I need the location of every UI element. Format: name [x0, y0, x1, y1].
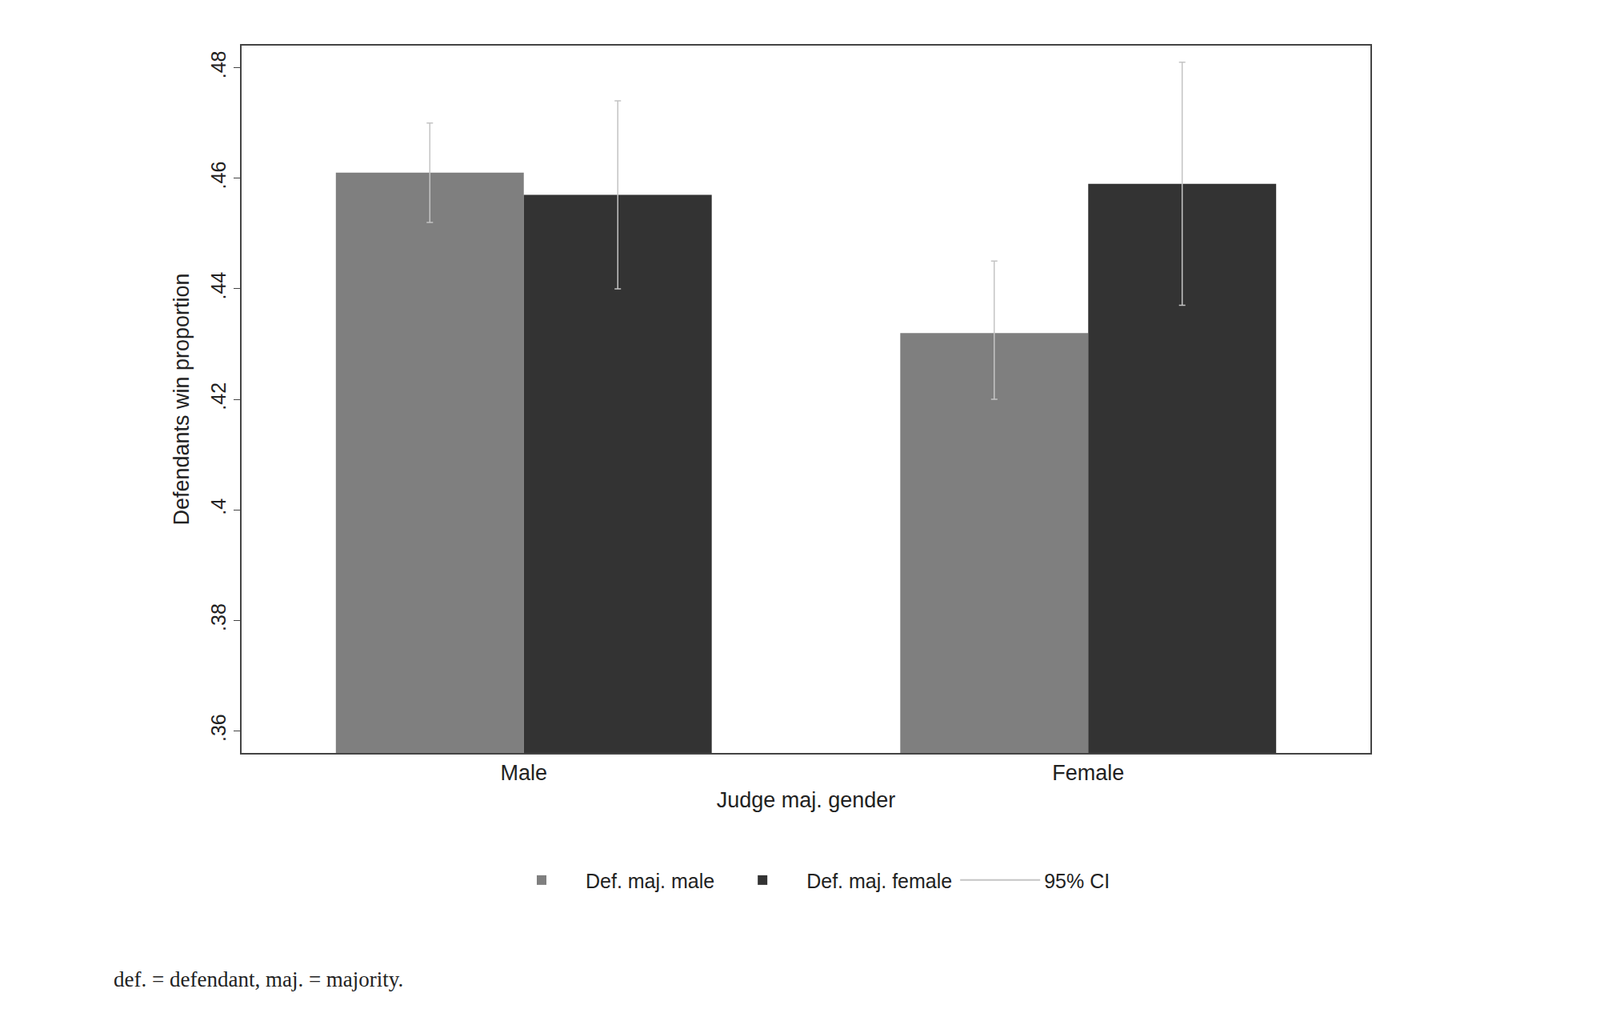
- svg-text:.48: .48: [207, 50, 230, 79]
- svg-text:def. = defendant, maj. = major: def. = defendant, maj. = majority.: [113, 967, 404, 992]
- svg-text:Def. maj. male: Def. maj. male: [585, 869, 715, 892]
- svg-text:.46: .46: [207, 161, 230, 190]
- svg-text:.38: .38: [207, 603, 230, 632]
- svg-text:.4: .4: [207, 498, 230, 516]
- svg-text:Defendants win proportion: Defendants win proportion: [169, 272, 194, 525]
- svg-text:.44: .44: [207, 272, 230, 300]
- svg-text:.36: .36: [207, 713, 230, 742]
- svg-text:Judge maj. gender: Judge maj. gender: [716, 788, 896, 812]
- svg-text:Def. maj. female: Def. maj. female: [806, 869, 952, 892]
- svg-text:95% CI: 95% CI: [1044, 869, 1110, 892]
- svg-text:Female: Female: [1052, 760, 1124, 785]
- svg-text:.42: .42: [207, 382, 230, 411]
- svg-text:Male: Male: [500, 760, 548, 785]
